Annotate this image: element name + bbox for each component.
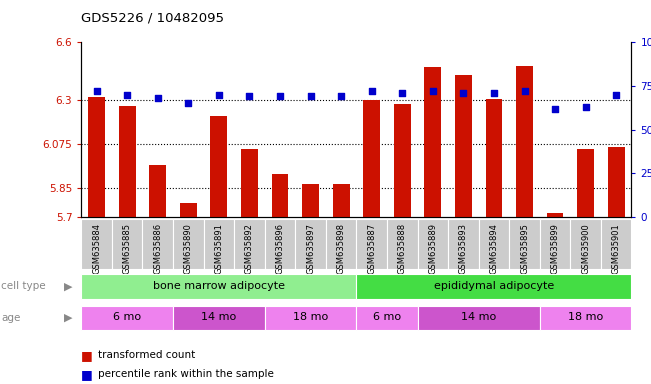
FancyBboxPatch shape <box>357 306 417 330</box>
Bar <box>333 184 350 217</box>
Point <box>336 93 346 99</box>
FancyBboxPatch shape <box>478 219 509 269</box>
Point <box>91 88 102 94</box>
Text: ▶: ▶ <box>64 281 72 291</box>
FancyBboxPatch shape <box>81 219 112 269</box>
Point <box>152 95 163 101</box>
FancyBboxPatch shape <box>326 219 357 269</box>
Text: 6 mo: 6 mo <box>373 313 401 323</box>
Bar <box>516 66 533 217</box>
Text: 14 mo: 14 mo <box>201 313 236 323</box>
Text: GSM635897: GSM635897 <box>306 223 315 274</box>
Point <box>244 93 255 99</box>
Text: GSM635887: GSM635887 <box>367 223 376 274</box>
Text: GSM635888: GSM635888 <box>398 223 407 274</box>
Bar <box>149 165 166 217</box>
Text: GSM635893: GSM635893 <box>459 223 468 274</box>
Bar <box>210 116 227 217</box>
Bar <box>424 68 441 217</box>
Bar <box>394 104 411 217</box>
Point <box>305 93 316 99</box>
FancyBboxPatch shape <box>265 306 357 330</box>
FancyBboxPatch shape <box>143 219 173 269</box>
Bar <box>363 101 380 217</box>
Text: GSM635899: GSM635899 <box>551 223 560 274</box>
Text: ▶: ▶ <box>64 313 72 323</box>
FancyBboxPatch shape <box>81 306 173 330</box>
Text: GSM635898: GSM635898 <box>337 223 346 274</box>
Text: GDS5226 / 10482095: GDS5226 / 10482095 <box>81 12 225 25</box>
FancyBboxPatch shape <box>540 306 631 330</box>
FancyBboxPatch shape <box>570 219 601 269</box>
Text: ■: ■ <box>81 368 93 381</box>
Text: GSM635890: GSM635890 <box>184 223 193 274</box>
FancyBboxPatch shape <box>204 219 234 269</box>
FancyBboxPatch shape <box>509 219 540 269</box>
Text: GSM635889: GSM635889 <box>428 223 437 274</box>
Text: 18 mo: 18 mo <box>568 313 603 323</box>
Point <box>458 90 469 96</box>
FancyBboxPatch shape <box>173 306 265 330</box>
FancyBboxPatch shape <box>387 219 417 269</box>
FancyBboxPatch shape <box>112 219 143 269</box>
Text: GSM635900: GSM635900 <box>581 223 590 274</box>
Text: bone marrow adipocyte: bone marrow adipocyte <box>153 281 285 291</box>
Bar <box>455 75 472 217</box>
FancyBboxPatch shape <box>357 219 387 269</box>
Bar <box>180 204 197 217</box>
Text: 18 mo: 18 mo <box>293 313 328 323</box>
Point <box>275 93 285 99</box>
Point <box>519 88 530 94</box>
FancyBboxPatch shape <box>265 219 296 269</box>
Text: GSM635885: GSM635885 <box>123 223 132 274</box>
FancyBboxPatch shape <box>448 219 478 269</box>
FancyBboxPatch shape <box>601 219 631 269</box>
FancyBboxPatch shape <box>417 306 540 330</box>
Point <box>214 92 224 98</box>
FancyBboxPatch shape <box>296 219 326 269</box>
Text: GSM635886: GSM635886 <box>153 223 162 274</box>
FancyBboxPatch shape <box>417 219 448 269</box>
Bar <box>89 97 105 217</box>
Point <box>611 92 622 98</box>
Point <box>183 100 193 106</box>
Point <box>489 90 499 96</box>
Bar <box>486 99 503 217</box>
Bar <box>577 149 594 217</box>
Bar <box>271 174 288 217</box>
Text: age: age <box>1 313 21 323</box>
Text: epididymal adipocyte: epididymal adipocyte <box>434 281 554 291</box>
FancyBboxPatch shape <box>357 274 631 299</box>
Bar <box>302 184 319 217</box>
Text: 14 mo: 14 mo <box>461 313 496 323</box>
Point <box>367 88 377 94</box>
Text: GSM635896: GSM635896 <box>275 223 284 274</box>
FancyBboxPatch shape <box>173 219 204 269</box>
FancyBboxPatch shape <box>540 219 570 269</box>
Point <box>581 104 591 110</box>
Point <box>122 92 132 98</box>
Bar <box>547 213 564 217</box>
FancyBboxPatch shape <box>81 274 357 299</box>
Bar <box>241 149 258 217</box>
Text: GSM635901: GSM635901 <box>612 223 620 274</box>
Text: GSM635895: GSM635895 <box>520 223 529 274</box>
Bar <box>608 147 624 217</box>
Point <box>550 106 561 112</box>
Text: ■: ■ <box>81 349 93 362</box>
FancyBboxPatch shape <box>234 219 265 269</box>
Text: percentile rank within the sample: percentile rank within the sample <box>98 369 273 379</box>
Text: cell type: cell type <box>1 281 46 291</box>
Text: GSM635891: GSM635891 <box>214 223 223 274</box>
Text: transformed count: transformed count <box>98 350 195 360</box>
Text: 6 mo: 6 mo <box>113 313 141 323</box>
Text: GSM635884: GSM635884 <box>92 223 101 274</box>
Point <box>428 88 438 94</box>
Text: GSM635894: GSM635894 <box>490 223 499 274</box>
Bar <box>119 106 135 217</box>
Text: GSM635892: GSM635892 <box>245 223 254 274</box>
Point <box>397 90 408 96</box>
